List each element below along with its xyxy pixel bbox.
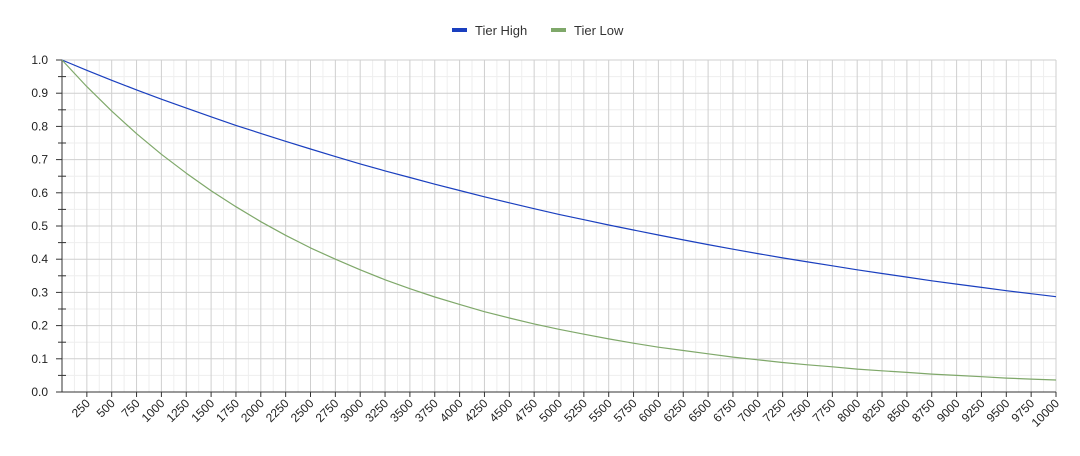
- x-tick-label: 5500: [586, 396, 615, 425]
- x-tick-label: 4250: [462, 396, 491, 425]
- x-tick-label: 4750: [511, 396, 540, 425]
- x-tick-label: 10000: [1029, 396, 1063, 430]
- y-tick-label: 0.6: [31, 186, 48, 200]
- y-tick-label: 0.8: [31, 119, 48, 133]
- series-lines: [61, 59, 1057, 381]
- x-tick-label: 8000: [835, 396, 864, 425]
- x-tick-label: 7250: [760, 396, 789, 425]
- x-tick-label: 1250: [164, 396, 193, 425]
- x-tick-label: 6250: [661, 396, 690, 425]
- x-tick-label: 250: [69, 396, 93, 420]
- x-tick-label: 3250: [362, 396, 391, 425]
- x-tick-label: 7750: [810, 396, 839, 425]
- y-tick-label: 0.5: [31, 219, 48, 233]
- x-tick-label: 1750: [213, 396, 242, 425]
- grid: [62, 59, 1057, 393]
- x-tick-label: 7500: [785, 396, 814, 425]
- x-tick-label: 3750: [412, 396, 441, 425]
- legend-item[interactable]: Tier High: [452, 23, 527, 38]
- x-tick-label: 4000: [437, 396, 466, 425]
- x-tick-label: 500: [94, 396, 118, 420]
- x-tick-label: 6000: [636, 396, 665, 425]
- y-tick-label: 0.0: [31, 385, 48, 399]
- x-tick-label: 8750: [909, 396, 938, 425]
- y-tick-label: 0.7: [31, 153, 48, 167]
- x-tick-label: 9250: [959, 396, 988, 425]
- y-tick-label: 0.2: [31, 319, 48, 333]
- x-tick-label: 2750: [313, 396, 342, 425]
- legend-swatch: [452, 28, 467, 32]
- x-tick-label: 3000: [338, 396, 367, 425]
- legend-swatch: [551, 28, 566, 32]
- x-tick-label: 9500: [984, 396, 1013, 425]
- x-tick-label: 5250: [561, 396, 590, 425]
- x-tick-label: 2250: [263, 396, 292, 425]
- x-tick-label: 1000: [139, 396, 168, 425]
- x-tick-label: 2000: [238, 396, 267, 425]
- y-tick-label: 0.1: [31, 352, 48, 366]
- legend-label: Tier Low: [574, 23, 624, 38]
- x-tick-label: 1500: [188, 396, 217, 425]
- x-tick-label: 5750: [611, 396, 640, 425]
- x-tick-label: 3500: [387, 396, 416, 425]
- legend-item[interactable]: Tier Low: [551, 23, 624, 38]
- x-tick-label: 5000: [536, 396, 565, 425]
- x-tick-label: 9000: [934, 396, 963, 425]
- y-tick-label: 0.9: [31, 86, 48, 100]
- y-tick-label: 0.3: [31, 285, 48, 299]
- series-line-tier-high: [61, 59, 1057, 298]
- series-line-tier-low: [61, 59, 1057, 381]
- x-tick-label: 4500: [487, 396, 516, 425]
- legend: Tier High Tier Low: [452, 23, 624, 38]
- x-tick-label: 8500: [884, 396, 913, 425]
- y-tick-label: 0.4: [31, 252, 48, 266]
- x-tick-label: 7000: [735, 396, 764, 425]
- y-tick-label: 1.0: [31, 53, 48, 67]
- x-tick-label: 8250: [859, 396, 888, 425]
- x-tick-label: 2500: [288, 396, 317, 425]
- x-tick-label: 6500: [685, 396, 714, 425]
- x-tick-label: 6750: [710, 396, 739, 425]
- legend-label: Tier High: [475, 23, 527, 38]
